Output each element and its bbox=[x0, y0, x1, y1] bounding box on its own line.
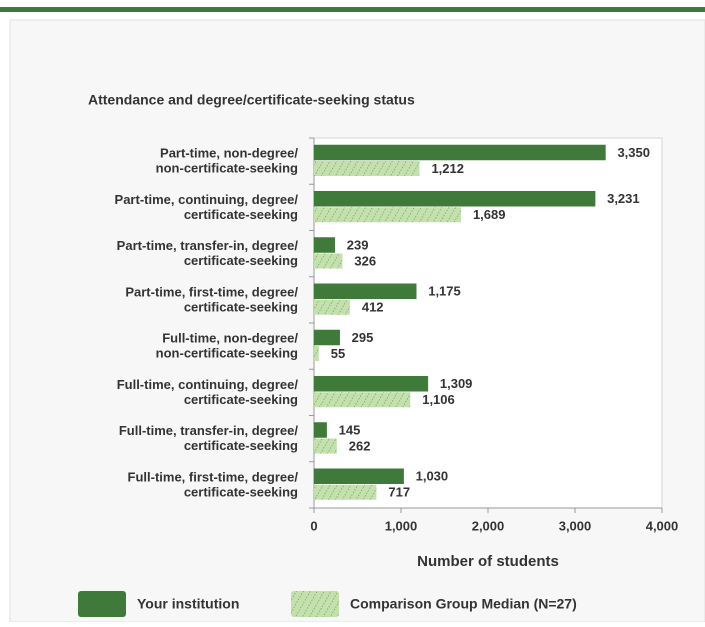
x-tick-label: 0 bbox=[310, 518, 317, 533]
y-tick-label: Full-time, transfer-in, degree/certifica… bbox=[119, 424, 299, 454]
value-label: 262 bbox=[349, 438, 371, 453]
bar bbox=[313, 376, 429, 392]
value-label: 1,689 bbox=[473, 207, 506, 222]
legend-label: Your institution bbox=[137, 596, 239, 612]
bar bbox=[314, 484, 377, 500]
bar bbox=[314, 438, 337, 454]
legend-swatch bbox=[291, 591, 339, 617]
bar bbox=[313, 237, 336, 253]
y-tick-label: Part-time, continuing, degree/certificat… bbox=[115, 192, 299, 222]
bar bbox=[313, 329, 340, 346]
value-label: 1,030 bbox=[416, 469, 449, 484]
bar bbox=[314, 392, 411, 408]
value-label: 717 bbox=[388, 485, 410, 500]
value-label: 1,175 bbox=[428, 284, 461, 299]
chart-title: Attendance and degree/certificate-seekin… bbox=[88, 92, 415, 108]
y-tick-label: Full-time, continuing, degree/certificat… bbox=[117, 377, 299, 407]
bar bbox=[314, 299, 350, 315]
value-label: 3,231 bbox=[607, 191, 640, 206]
bar bbox=[314, 346, 319, 361]
x-tick-label: 2,000 bbox=[472, 518, 505, 533]
y-tick-label: Part-time, transfer-in, degree/certifica… bbox=[117, 239, 299, 269]
bar bbox=[313, 283, 417, 299]
bar bbox=[313, 468, 404, 484]
value-label: 145 bbox=[339, 422, 361, 437]
legend-label: Comparison Group Median (N=27) bbox=[350, 596, 577, 612]
bar bbox=[314, 253, 343, 269]
y-tick-label: Full-time, non-degree/non-certificate-se… bbox=[156, 331, 299, 361]
value-label: 1,309 bbox=[440, 376, 473, 391]
bar bbox=[314, 161, 420, 176]
value-label: 295 bbox=[352, 330, 374, 345]
x-tick-label: 3,000 bbox=[559, 518, 592, 533]
value-label: 1,106 bbox=[422, 392, 455, 407]
value-label: 3,350 bbox=[617, 145, 650, 160]
value-label: 412 bbox=[362, 300, 384, 315]
y-tick-label: Part-time, first-time, degree/certificat… bbox=[125, 285, 298, 315]
value-label: 326 bbox=[354, 253, 376, 268]
value-label: 239 bbox=[347, 237, 369, 252]
y-tick-label: Full-time, first-time, degree/certificat… bbox=[128, 470, 299, 500]
value-label: 1,212 bbox=[431, 161, 464, 176]
x-axis-label: Number of students bbox=[417, 553, 559, 570]
value-label: 55 bbox=[331, 346, 345, 361]
y-tick-label: Part-time, non-degree/non-certificate-se… bbox=[156, 146, 299, 176]
bar bbox=[313, 422, 327, 438]
bar bbox=[314, 207, 461, 223]
bar bbox=[313, 191, 596, 207]
bar bbox=[313, 144, 606, 161]
top-bar bbox=[0, 7, 705, 12]
x-tick-label: 1,000 bbox=[385, 518, 418, 533]
legend-swatch bbox=[78, 591, 126, 617]
x-tick-label: 4,000 bbox=[646, 518, 679, 533]
